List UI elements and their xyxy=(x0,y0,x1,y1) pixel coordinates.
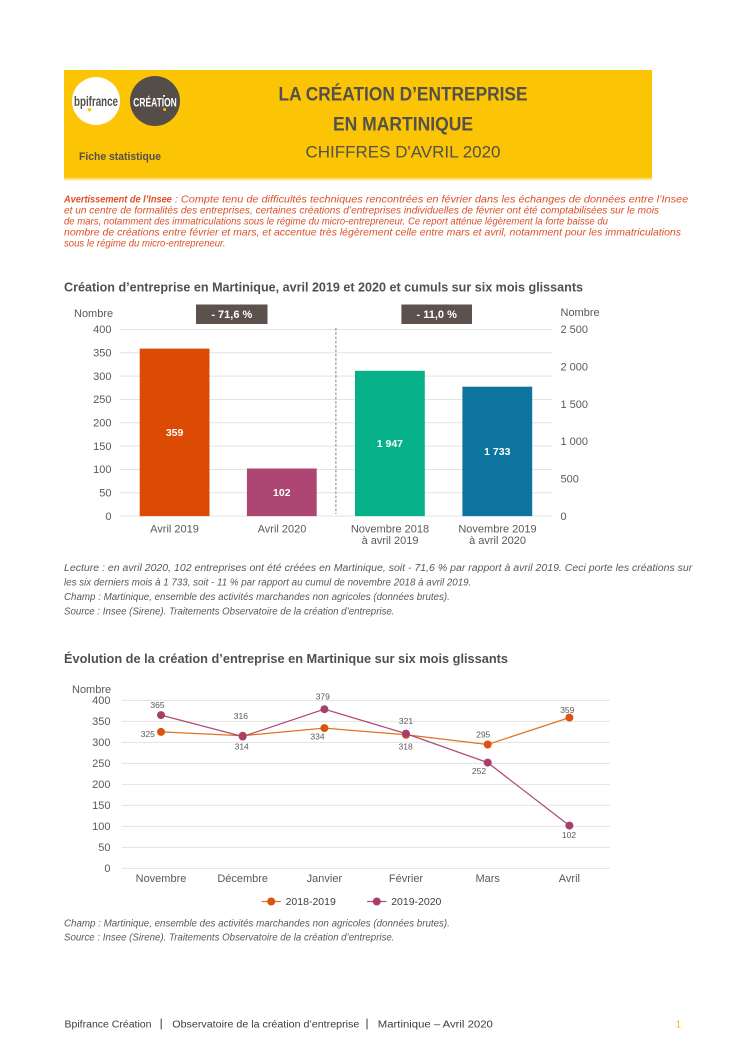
svg-text:Novembre: Novembre xyxy=(136,873,187,885)
svg-text:et un centre de formalités des: et un centre de formalités des entrepris… xyxy=(64,206,659,217)
svg-text:100: 100 xyxy=(93,464,111,476)
svg-text:Bpifrance Création: Bpifrance Création xyxy=(65,1019,152,1030)
svg-text:200: 200 xyxy=(93,418,111,430)
svg-text:359: 359 xyxy=(166,427,184,439)
svg-text:2018-2019: 2018-2019 xyxy=(286,896,336,908)
svg-text:250: 250 xyxy=(93,394,111,406)
svg-text:316: 316 xyxy=(234,711,248,721)
svg-text:Source : Insee (Sirene). Trait: Source : Insee (Sirene). Traitements Obs… xyxy=(64,932,395,943)
svg-text:Avril: Avril xyxy=(559,873,580,885)
svg-text:Observatoire de la création d’: Observatoire de la création d’entreprise xyxy=(172,1019,359,1030)
svg-text:200: 200 xyxy=(92,779,110,791)
svg-text:Fiche statistique: Fiche statistique xyxy=(79,151,161,163)
svg-text:350: 350 xyxy=(92,716,110,728)
svg-text:Novembre 2019: Novembre 2019 xyxy=(458,524,536,536)
svg-text:300: 300 xyxy=(92,737,110,749)
svg-text:102: 102 xyxy=(273,487,291,499)
svg-text:150: 150 xyxy=(93,441,111,453)
svg-text:Source : Insee (Sirene). Trait: Source : Insee (Sirene). Traitements Obs… xyxy=(64,606,395,617)
svg-text:EN MARTINIQUE: EN MARTINIQUE xyxy=(333,115,473,136)
svg-text:0: 0 xyxy=(104,863,110,875)
svg-text:Décembre: Décembre xyxy=(217,873,268,885)
svg-text:Évolution de la création d’ent: Évolution de la création d’entreprise en… xyxy=(64,651,508,666)
svg-text:2 000: 2 000 xyxy=(561,362,589,374)
svg-text:- 11,0 %: - 11,0 % xyxy=(417,309,458,321)
svg-text:1: 1 xyxy=(675,1019,681,1030)
svg-text:500: 500 xyxy=(561,474,579,486)
svg-text:359: 359 xyxy=(560,705,574,715)
svg-text:350: 350 xyxy=(93,348,111,360)
svg-text:Champ : Martinique, ensemble d: Champ : Martinique, ensemble des activit… xyxy=(64,919,450,930)
svg-text:400: 400 xyxy=(93,324,111,336)
svg-text:300: 300 xyxy=(93,371,111,383)
svg-text:295: 295 xyxy=(476,730,490,740)
svg-text:: Compte tenu de difficultés t: : Compte tenu de difficultés techniques … xyxy=(172,195,689,206)
svg-text:150: 150 xyxy=(92,800,110,812)
svg-text:1 947: 1 947 xyxy=(377,438,403,450)
svg-text:Nombre: Nombre xyxy=(72,684,111,696)
svg-text:334: 334 xyxy=(310,731,324,741)
svg-text:LA CRÉATION D’ENTREPRISE: LA CRÉATION D’ENTREPRISE xyxy=(279,84,528,106)
svg-text:1 733: 1 733 xyxy=(484,446,510,458)
svg-text:318: 318 xyxy=(399,741,413,751)
svg-text:nombre de créations entre févr: nombre de créations entre février et mar… xyxy=(64,228,681,239)
svg-text:379: 379 xyxy=(316,692,330,702)
svg-text:CRÉATION: CRÉATION xyxy=(133,95,177,110)
svg-text:à avril 2020: à avril 2020 xyxy=(469,535,526,547)
svg-text:les six derniers mois à 1 733,: les six derniers mois à 1 733, soit - 11… xyxy=(64,578,471,589)
svg-text:Mars: Mars xyxy=(475,873,500,885)
svg-text:bpifrance: bpifrance xyxy=(74,94,118,109)
svg-text:Novembre 2018: Novembre 2018 xyxy=(351,524,429,536)
svg-text:Nombre: Nombre xyxy=(74,308,113,320)
svg-text:400: 400 xyxy=(92,695,110,707)
svg-text:Nombre: Nombre xyxy=(561,307,600,319)
svg-text:Création d’entreprise en Marti: Création d’entreprise en Martinique, avr… xyxy=(64,281,583,295)
svg-text:Février: Février xyxy=(389,873,424,885)
svg-text:à avril 2019: à avril 2019 xyxy=(362,535,419,547)
svg-text:CHIFFRES D'AVRIL 2020: CHIFFRES D'AVRIL 2020 xyxy=(305,143,500,162)
svg-text:321: 321 xyxy=(399,716,413,726)
svg-text:Avril 2019: Avril 2019 xyxy=(150,524,199,536)
svg-text:Avril 2020: Avril 2020 xyxy=(258,524,307,536)
svg-text:Champ : Martinique, ensemble d: Champ : Martinique, ensemble des activit… xyxy=(64,592,450,603)
svg-text:252: 252 xyxy=(472,766,486,776)
svg-text:Avertissement de l’Insee: Avertissement de l’Insee xyxy=(63,195,172,206)
svg-text:Lecture : en avril 2020, 102 e: Lecture : en avril 2020, 102 entreprises… xyxy=(64,563,693,574)
svg-text:1 000: 1 000 xyxy=(561,436,589,448)
svg-text:50: 50 xyxy=(99,488,111,500)
svg-text:102: 102 xyxy=(562,830,576,840)
svg-text:- 71,6 %: - 71,6 % xyxy=(211,309,252,321)
svg-text:50: 50 xyxy=(98,842,110,854)
svg-text:1 500: 1 500 xyxy=(561,399,589,411)
svg-text:0: 0 xyxy=(561,511,567,523)
svg-text:365: 365 xyxy=(150,700,164,710)
svg-text:2 500: 2 500 xyxy=(561,324,589,336)
svg-text:2019-2020: 2019-2020 xyxy=(391,896,441,908)
svg-text:de mars, notamment des immatri: de mars, notamment des immatriculations … xyxy=(64,217,608,228)
svg-text:Janvier: Janvier xyxy=(307,873,343,885)
svg-text:Martinique – Avril 2020: Martinique – Avril 2020 xyxy=(378,1019,493,1030)
svg-text:100: 100 xyxy=(92,821,110,833)
svg-text:314: 314 xyxy=(235,741,249,751)
svg-text:0: 0 xyxy=(105,511,111,523)
svg-text:250: 250 xyxy=(92,758,110,770)
svg-text:sous le régime du micro-entrep: sous le régime du micro-entrepreneur. xyxy=(64,239,226,250)
svg-text:325: 325 xyxy=(141,729,155,739)
